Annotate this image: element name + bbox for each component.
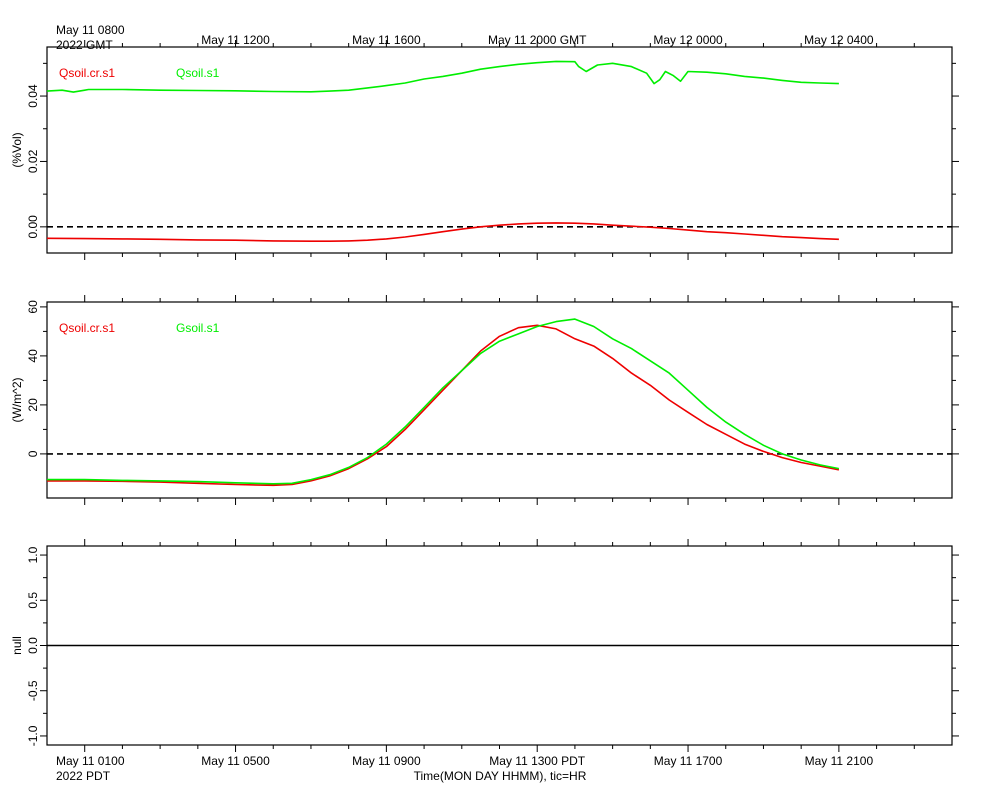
legend-label: Qsoil.cr.s1 (59, 321, 115, 335)
bottom-axis-label: May 11 0500 (201, 754, 270, 768)
bottom-axis-label: May 11 2100 (805, 754, 874, 768)
series-line-Qsoil-cr-s1 (47, 324, 840, 487)
series-line-Qsoil-s1 (46, 60, 839, 93)
top-time-axis: May 11 0800 2022 GMT May 11 1200 May 11 1… (56, 23, 874, 52)
y-tick-label: 20 (26, 398, 40, 412)
y-tick-label: 0.04 (26, 84, 40, 108)
y-tick-label: 0.00 (26, 215, 40, 239)
legend-label: Qsoil.cr.s1 (59, 66, 115, 80)
x-axis-title: Time(MON DAY HHMM), tic=HR (414, 769, 587, 783)
y-tick-label: -1.0 (26, 725, 40, 746)
bottom-axis-label: May 11 1700 (654, 754, 723, 768)
bottom-axis-label: May 11 1300 PDT (489, 754, 585, 768)
bottom-time-axis: May 11 0100 2022 PDT May 11 0500 May 11 0… (56, 754, 873, 783)
y-axis-title: (W/m^2) (10, 378, 24, 423)
series-line-Gsoil-s1 (47, 318, 840, 485)
chart-panel-3: -1.0 -0.5 0.0 0.5 1.0 null (10, 539, 959, 752)
chart-panel-2: 0 20 40 60 (W/m^2) Qsoil.cr.s1 Gsoil.s1 (10, 295, 959, 505)
y-tick-label: 1.0 (26, 546, 40, 563)
y-tick-label: 0.0 (26, 637, 40, 654)
y-tick-label: 0 (26, 450, 40, 457)
bottom-axis-label: May 11 0900 (352, 754, 421, 768)
y-axis-title: null (10, 636, 24, 655)
legend-label: Qsoil.s1 (176, 66, 220, 80)
chart-panel-1: 0.00 0.02 0.04 (%Vol) Qsoil.cr.s1 Qsoil.s1 (10, 40, 959, 260)
bottom-axis-first-label-line2: 2022 PDT (56, 769, 111, 783)
top-axis-first-label-line1: May 11 0800 (56, 23, 125, 37)
bottom-axis-first-label-line1: May 11 0100 (56, 754, 125, 768)
y-tick-label: -0.5 (26, 680, 40, 701)
y-tick-label: 0.02 (26, 149, 40, 173)
y-tick-label: 60 (26, 300, 40, 314)
y-axis-title: (%Vol) (10, 132, 24, 167)
legend-label: Gsoil.s1 (176, 321, 220, 335)
series-line-Qsoil-cr-s1 (46, 222, 839, 242)
y-tick-label: 40 (26, 349, 40, 363)
y-tick-label: 0.5 (26, 592, 40, 609)
